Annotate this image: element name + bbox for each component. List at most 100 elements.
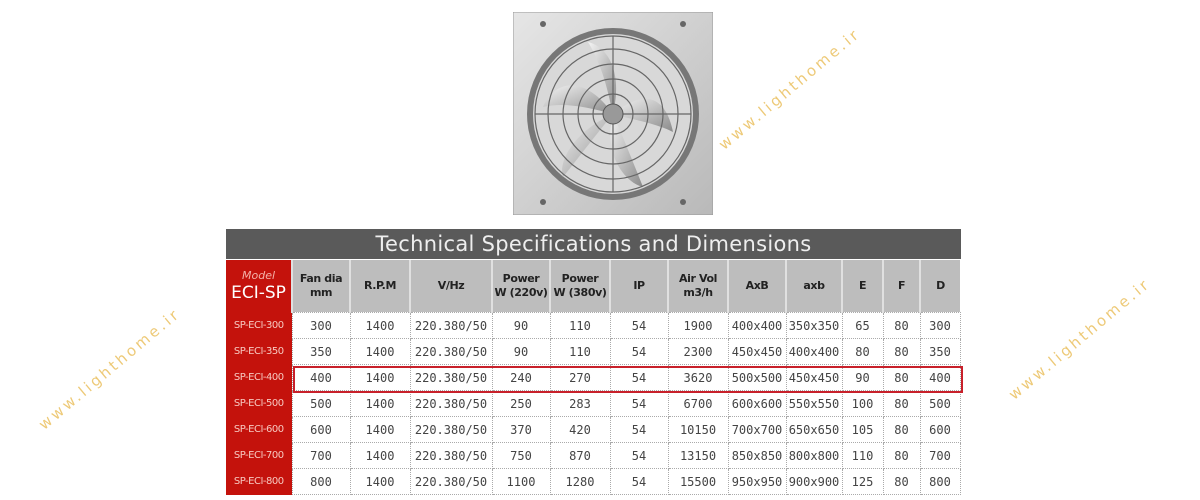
specifications-table: Model ECI-SP Fan dia mm R.P.M V/Hz Power W (22… xyxy=(226,260,961,495)
model-cell: SP-ECI-400 xyxy=(226,364,292,391)
table-cell: 220.380/50 xyxy=(409,338,493,365)
table-cell: 220.380/50 xyxy=(409,442,493,469)
table-cell: 300 xyxy=(919,312,961,339)
table-cell: 1400 xyxy=(349,312,411,339)
table-cell: 10150 xyxy=(667,416,729,443)
table-row: SP-ECI-500 500 1400 220.380/50 250 283 54 6700 6… xyxy=(226,390,961,417)
column-header: Power W (380v) xyxy=(549,260,610,313)
table-cell: 54 xyxy=(609,312,669,339)
table-cell: 1400 xyxy=(349,390,411,417)
table-cell: 750 xyxy=(491,442,551,469)
model-cell: SP-ECI-600 xyxy=(226,416,292,443)
table-row: SP-ECI-350 350 1400 220.380/50 90 110 54 2300 45… xyxy=(226,338,961,365)
column-header: Air Vol m3/h xyxy=(667,260,728,313)
model-cell: SP-ECI-350 xyxy=(226,338,292,365)
table-cell: 110 xyxy=(549,312,611,339)
table-cell: 110 xyxy=(549,338,611,365)
table-cell: 15500 xyxy=(667,468,729,495)
column-header-unit: m3/h xyxy=(683,286,713,299)
table-cell: 2300 xyxy=(667,338,729,365)
table-cell: 700 xyxy=(291,442,351,469)
table-cell: 80 xyxy=(882,338,921,365)
table-cell: 870 xyxy=(549,442,611,469)
table-cell: 1400 xyxy=(349,338,411,365)
column-header-line: axb xyxy=(803,279,825,292)
model-cell: SP-ECI-700 xyxy=(226,442,292,469)
table-cell: 240 xyxy=(491,364,551,391)
column-header-line: Power xyxy=(502,272,540,285)
column-header-unit: W (220v) xyxy=(494,286,548,299)
table-cell: 850x850 xyxy=(727,442,787,469)
column-header-unit: mm xyxy=(309,286,333,299)
column-header-unit: W (380v) xyxy=(553,286,607,299)
table-cell: 1400 xyxy=(349,468,411,495)
column-header-line: D xyxy=(936,279,945,292)
table-row: SP-ECI-400 400 1400 220.380/50 240 270 54 3620 5… xyxy=(226,364,961,391)
table-cell: 6700 xyxy=(667,390,729,417)
column-header-line: F xyxy=(897,279,906,292)
table-cell: 90 xyxy=(491,312,551,339)
table-cell: 100 xyxy=(841,390,884,417)
table-cell: 600 xyxy=(919,416,961,443)
table-cell: 125 xyxy=(841,468,884,495)
table-cell: 1280 xyxy=(549,468,611,495)
table-cell: 550x550 xyxy=(785,390,843,417)
column-header-line: Fan dia xyxy=(299,272,343,285)
fan-product-image xyxy=(513,12,713,215)
table-cell: 65 xyxy=(841,312,884,339)
table-cell: 54 xyxy=(609,468,669,495)
table-cell: 54 xyxy=(609,338,669,365)
watermark: www.lighthome.ir xyxy=(715,24,864,154)
table-cell: 220.380/50 xyxy=(409,312,493,339)
column-header: E xyxy=(841,260,883,313)
table-cell: 600x600 xyxy=(727,390,787,417)
column-header: V/Hz xyxy=(409,260,492,313)
table-cell: 500 xyxy=(291,390,351,417)
table-cell: 90 xyxy=(491,338,551,365)
table-row: SP-ECI-600 600 1400 220.380/50 370 420 54 10150… xyxy=(226,416,961,443)
column-header-line: Power xyxy=(561,272,599,285)
table-cell: 80 xyxy=(882,364,921,391)
table-cell: 800 xyxy=(291,468,351,495)
model-series: ECI-SP xyxy=(231,283,286,304)
table-cell: 1400 xyxy=(349,416,411,443)
table-header-row: Model ECI-SP Fan dia mm R.P.M V/Hz Power W (22… xyxy=(226,260,960,313)
table-cell: 13150 xyxy=(667,442,729,469)
table-cell: 700 xyxy=(919,442,961,469)
table-title: Technical Specifications and Dimensions xyxy=(226,229,961,259)
table-cell: 500x500 xyxy=(727,364,787,391)
table-cell: 600 xyxy=(291,416,351,443)
table-cell: 350 xyxy=(291,338,351,365)
column-header: IP xyxy=(609,260,668,313)
table-cell: 80 xyxy=(882,442,921,469)
model-label: Model xyxy=(241,269,276,283)
table-cell: 283 xyxy=(549,390,611,417)
column-header: D xyxy=(919,260,960,313)
column-header-line: R.P.M xyxy=(363,279,397,292)
table-cell: 54 xyxy=(609,390,669,417)
table-cell: 370 xyxy=(491,416,551,443)
table-cell: 400 xyxy=(291,364,351,391)
table-cell: 110 xyxy=(841,442,884,469)
table-cell: 950x950 xyxy=(727,468,787,495)
table-cell: 80 xyxy=(882,416,921,443)
watermark: www.lighthome.ir xyxy=(1005,274,1154,404)
table-cell: 80 xyxy=(882,390,921,417)
table-row: SP-ECI-800 800 1400 220.380/50 1100 1280 54 155… xyxy=(226,468,961,495)
table-cell: 400x400 xyxy=(727,312,787,339)
model-cell: SP-ECI-300 xyxy=(226,312,292,339)
table-cell: 54 xyxy=(609,442,669,469)
column-header-line: IP xyxy=(633,279,645,292)
table-cell: 220.380/50 xyxy=(409,390,493,417)
table-cell: 1900 xyxy=(667,312,729,339)
column-header-line: Air Vol xyxy=(679,272,717,285)
table-cell: 54 xyxy=(609,364,669,391)
model-header: Model ECI-SP xyxy=(226,260,292,313)
table-cell: 450x450 xyxy=(727,338,787,365)
table-row: SP-ECI-700 700 1400 220.380/50 750 870 54 13150… xyxy=(226,442,961,469)
table-cell: 220.380/50 xyxy=(409,468,493,495)
table-cell: 420 xyxy=(549,416,611,443)
table-row: SP-ECI-300 300 1400 220.380/50 90 110 54 1900 40… xyxy=(226,312,961,339)
model-cell: SP-ECI-800 xyxy=(226,468,292,495)
column-header-line: V/Hz xyxy=(437,279,465,292)
